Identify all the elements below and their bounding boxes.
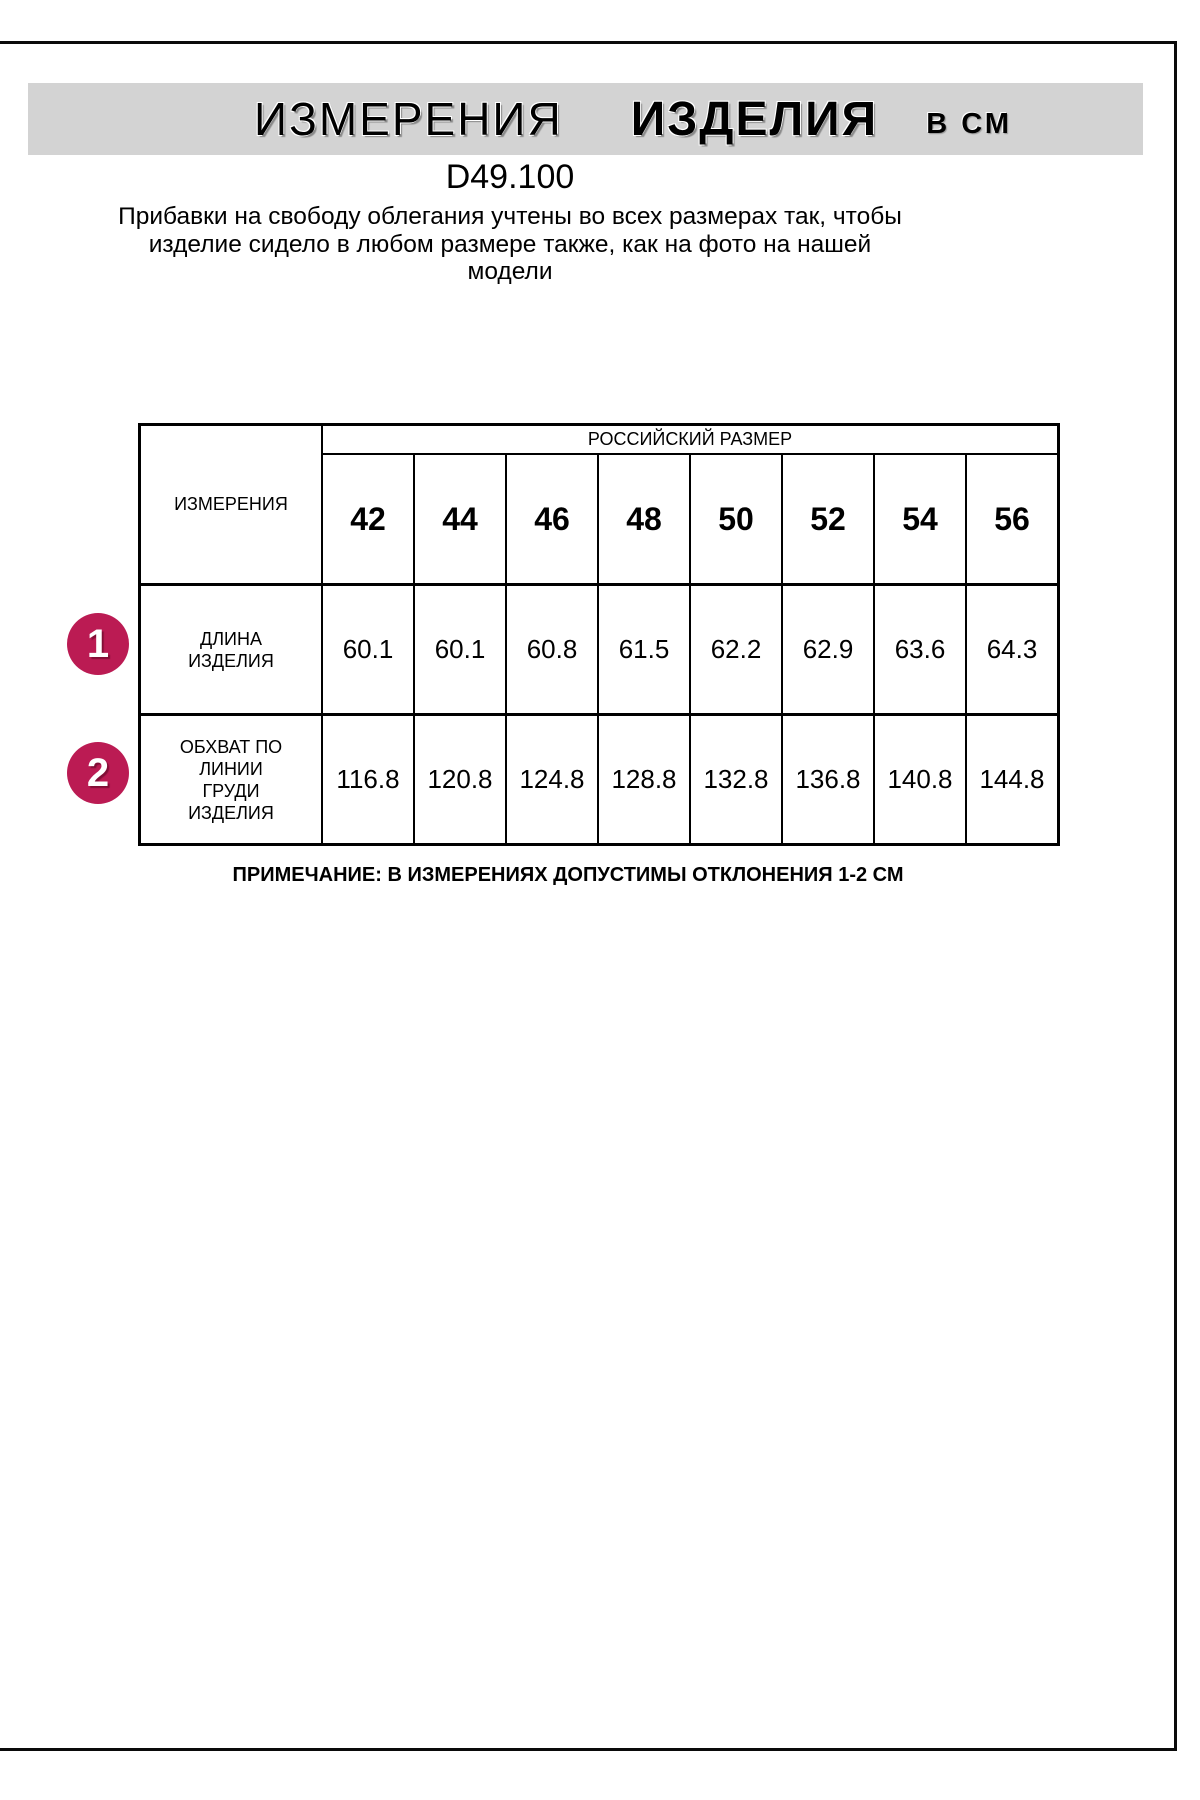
value-cell: 60.1 [413, 583, 507, 716]
value-cell: 128.8 [597, 713, 691, 846]
value-cell: 60.8 [505, 583, 599, 716]
page-title-unit: В СМ [926, 107, 1012, 140]
value-cell: 63.6 [873, 583, 967, 716]
page-title-word1: ИЗМЕРЕНИЯ [254, 93, 563, 145]
fit-description: Прибавки на свободу облегания учтены во … [0, 203, 1020, 286]
size-column-header: 46 [505, 453, 599, 586]
size-column-header: 50 [689, 453, 783, 586]
fit-description-line2: изделие сидело в любом размере также, ка… [148, 230, 872, 258]
page-border [0, 41, 1177, 1751]
tolerance-note: ПРИМЕЧАНИЕ: В ИЗМЕРЕНИЯХ ДОПУСТИМЫ ОТКЛО… [232, 864, 904, 886]
value-cell: 61.5 [597, 583, 691, 716]
value-cell: 64.3 [965, 583, 1060, 716]
value-cell: 136.8 [781, 713, 875, 846]
value-cell: 140.8 [873, 713, 967, 846]
page-title-word2: ИЗДЕЛИЯ [630, 92, 879, 146]
table-row-length: ДЛИНА ИЗДЕЛИЯ 60.1 60.1 60.8 61.5 62.2 6… [138, 583, 1060, 716]
value-cell: 120.8 [413, 713, 507, 846]
value-cell: 62.2 [689, 583, 783, 716]
intro-block: D49.100 Прибавки на свободу облегания уч… [0, 158, 1020, 286]
value-cell: 144.8 [965, 713, 1060, 846]
table-row-chest: ОБХВАТ ПО ЛИНИИ ГРУДИ ИЗДЕЛИЯ 116.8 120.… [138, 713, 1060, 846]
value-cell: 116.8 [321, 713, 415, 846]
size-column-header: 54 [873, 453, 967, 586]
russian-size-header-cell: РОССИЙСКИЙ РАЗМЕР [321, 423, 1060, 455]
table-group-header-row: ИЗМЕРЕНИЯ РОССИЙСКИЙ РАЗМЕР [138, 423, 1060, 586]
size-column-header: 48 [597, 453, 691, 586]
row-label-length: ДЛИНА ИЗДЕЛИЯ [138, 583, 323, 716]
size-column-header: 56 [965, 453, 1060, 586]
measurements-header-cell: ИЗМЕРЕНИЯ [138, 423, 323, 586]
model-code: D49.100 [445, 158, 575, 196]
value-cell: 62.9 [781, 583, 875, 716]
value-cell: 60.1 [321, 583, 415, 716]
table-sizes-row: 42 44 46 48 50 52 54 56 [140, 453, 1060, 586]
value-cell: 132.8 [689, 713, 783, 846]
row-number-badge-2: 2 [67, 742, 129, 804]
row-label-chest: ОБХВАТ ПО ЛИНИИ ГРУДИ ИЗДЕЛИЯ [138, 713, 323, 846]
fit-description-line3: модели [467, 258, 553, 285]
row-number-badge-1: 1 [67, 613, 129, 675]
size-column-header: 42 [321, 453, 415, 586]
size-column-header: 52 [781, 453, 875, 586]
fit-description-line1: Прибавки на свободу облегания учтены во … [118, 203, 902, 230]
header-bar: ИЗМЕРЕНИЯ ИЗДЕЛИЯ В СМ [28, 83, 1143, 155]
value-cell: 124.8 [505, 713, 599, 846]
size-column-header: 44 [413, 453, 507, 586]
size-table: ИЗМЕРЕНИЯ РОССИЙСКИЙ РАЗМЕР 42 44 46 48 … [138, 423, 1060, 846]
